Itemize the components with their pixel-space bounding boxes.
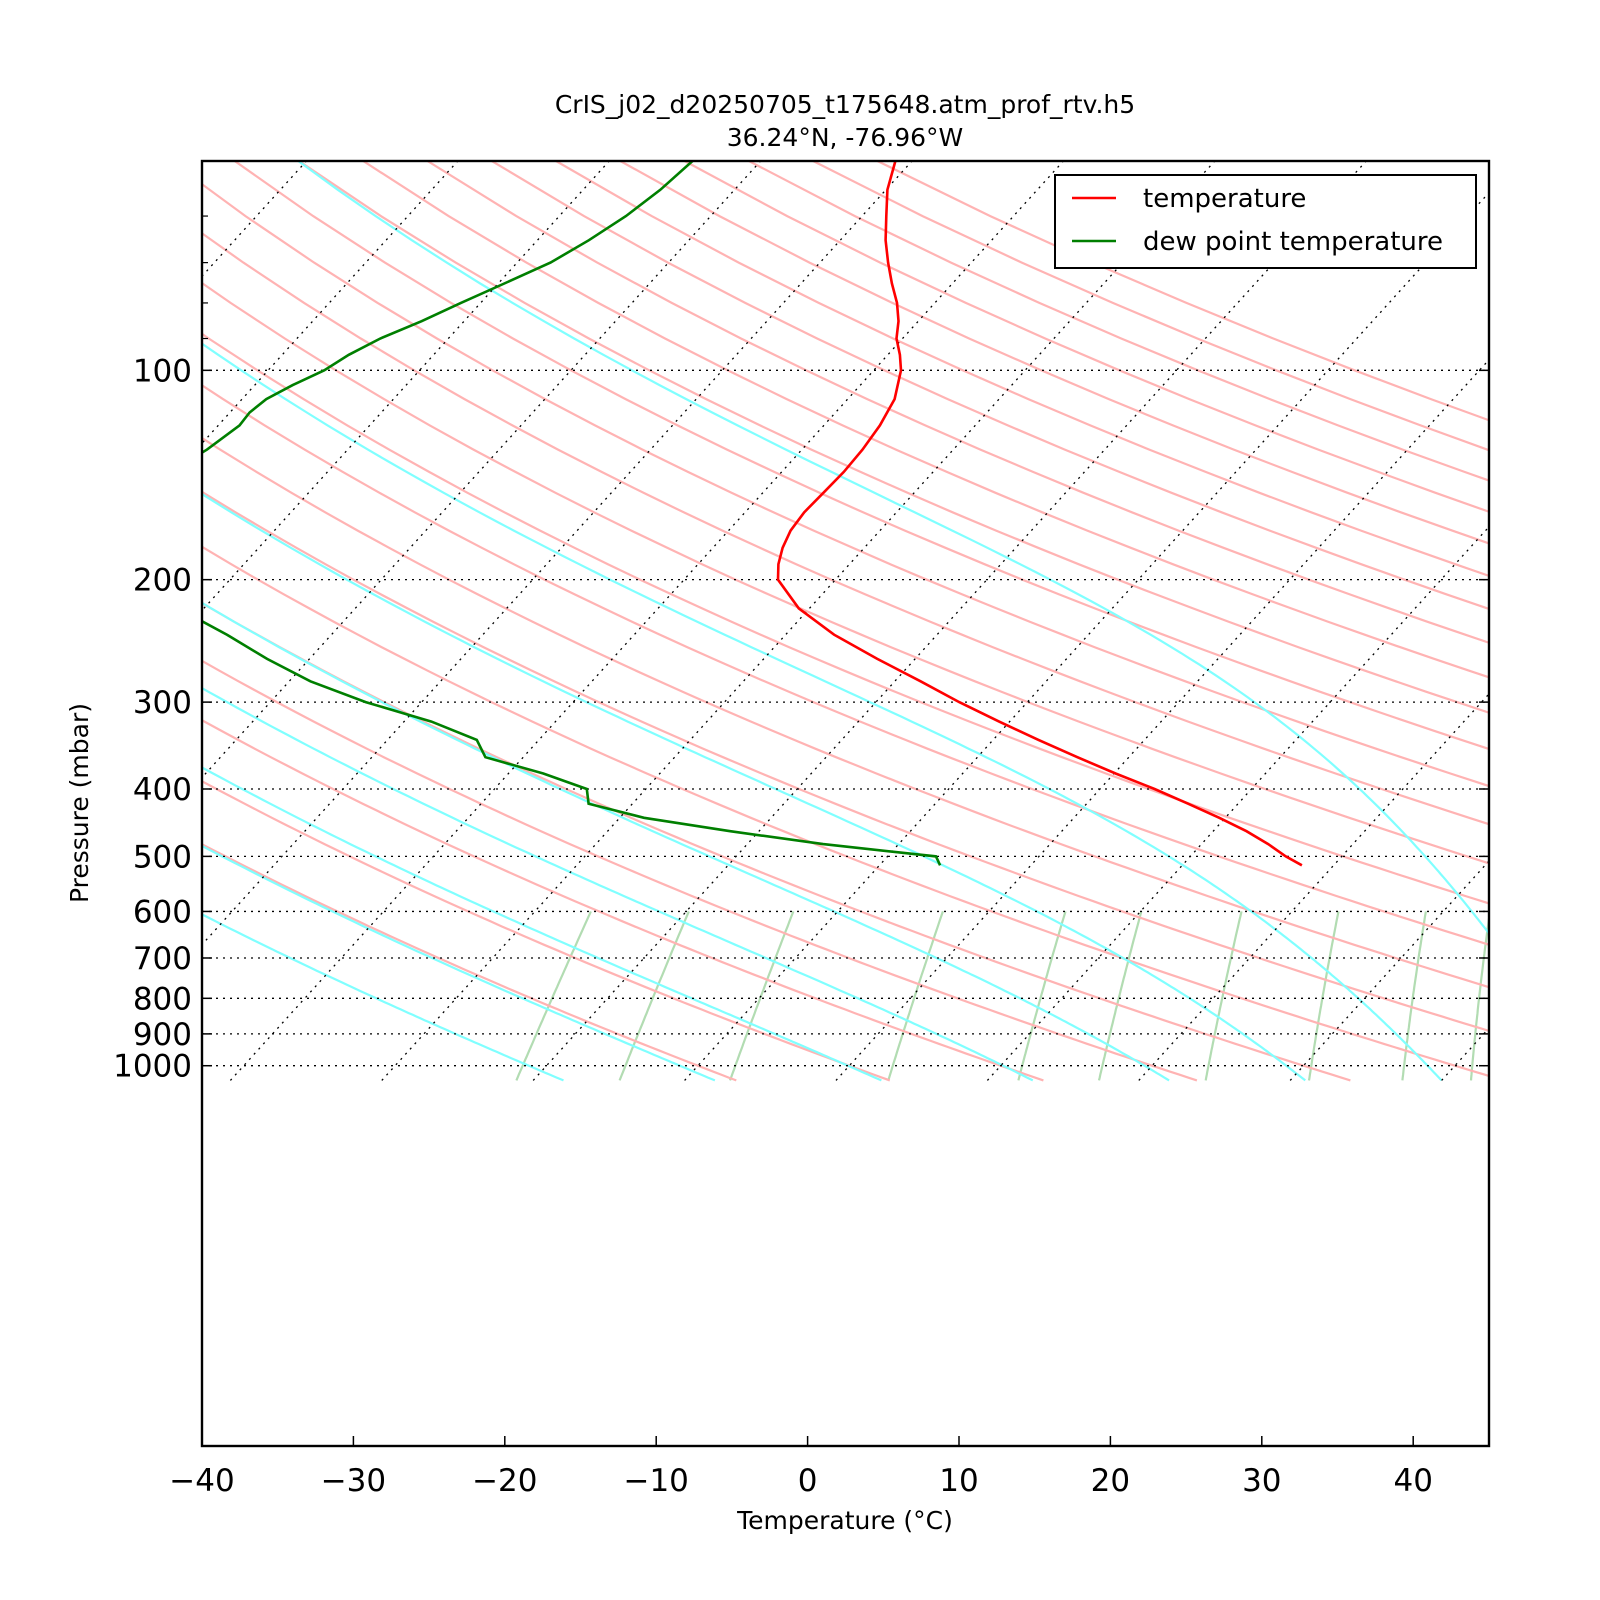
mixing-ratio-line bbox=[1204, 911, 1243, 1081]
legend: temperature dew point temperature bbox=[1054, 174, 1477, 269]
y-tick-label: 800 bbox=[133, 981, 192, 1017]
moist-adiabat-line bbox=[297, 161, 1489, 936]
dry-adiabat-line bbox=[202, 843, 737, 1082]
moist-adiabat-line bbox=[202, 686, 1034, 1082]
dry-adiabat-line bbox=[202, 718, 1044, 1082]
dry-adiabat-line bbox=[202, 281, 1489, 865]
dry-adiabat-line bbox=[202, 332, 1489, 905]
background-lines bbox=[202, 161, 1489, 1082]
mixing-ratio-line bbox=[618, 910, 690, 1081]
dry-adiabat-line bbox=[202, 659, 1198, 1082]
moist-adiabat-lines bbox=[202, 161, 1489, 1082]
dry-adiabat-line bbox=[202, 779, 891, 1082]
x-tick-label: 0 bbox=[798, 1463, 818, 1499]
dry-adiabat-line bbox=[362, 161, 1489, 679]
x-tick-label: 10 bbox=[939, 1463, 978, 1499]
legend-label-dewpoint: dew point temperature bbox=[1143, 227, 1443, 257]
dry-adiabat-line bbox=[202, 231, 1489, 826]
axis-ticks: −40 −30 −20 −10 0 10 20 30 40 100 200 300 400 500 600 7… bbox=[113, 160, 1489, 1499]
x-tick-label: −30 bbox=[321, 1463, 386, 1499]
y-tick-label: 100 bbox=[133, 353, 192, 389]
legend-label-temperature: temperature bbox=[1143, 184, 1306, 214]
x-tick-label: 20 bbox=[1091, 1463, 1130, 1499]
y-axis-label: Pressure (mbar) bbox=[65, 703, 94, 903]
chart-subtitle: 36.24°N, -76.96°W bbox=[727, 123, 963, 152]
x-tick-label: 40 bbox=[1393, 1463, 1432, 1499]
dry-adiabat-line bbox=[202, 545, 1489, 1078]
chart-title: CrIS_j02_d20250705_t175648.atm_prof_rtv.… bbox=[555, 90, 1135, 119]
temperature-profile-line bbox=[776, 161, 1303, 867]
mixing-ratio-line bbox=[1307, 911, 1340, 1081]
plot-frame bbox=[200, 159, 1491, 1448]
mixing-ratio-line bbox=[887, 911, 944, 1081]
y-tick-label: 600 bbox=[133, 894, 192, 930]
dry-adiabat-line bbox=[202, 384, 1489, 946]
x-tick-label: −10 bbox=[623, 1463, 688, 1499]
x-axis-label: Temperature (°C) bbox=[736, 1506, 953, 1535]
y-tick-label: 400 bbox=[133, 772, 192, 808]
x-tick-label: −40 bbox=[169, 1463, 234, 1499]
moist-adiabat-line bbox=[202, 492, 1306, 1082]
mixing-ratio-line bbox=[1469, 911, 1489, 1081]
moist-adiabat-line bbox=[202, 844, 716, 1082]
y-tick-label: 500 bbox=[133, 839, 192, 875]
y-tick-label: 700 bbox=[133, 941, 192, 977]
y-tick-label: 200 bbox=[133, 563, 192, 599]
mixing-ratio-lines bbox=[515, 910, 1489, 1081]
dry-adiabat-line bbox=[202, 182, 1489, 788]
mixing-ratio-line bbox=[728, 910, 795, 1081]
moist-adiabat-line bbox=[202, 913, 564, 1082]
isobar-lines bbox=[202, 369, 1489, 1067]
y-tick-label: 300 bbox=[133, 685, 192, 721]
dewpoint-profile-line bbox=[202, 161, 942, 866]
dry-adiabat-line bbox=[202, 436, 1489, 989]
x-tick-label: −20 bbox=[472, 1463, 537, 1499]
dry-adiabat-line bbox=[234, 161, 1489, 751]
dry-adiabat-line bbox=[202, 490, 1489, 1033]
dry-adiabat-line bbox=[426, 161, 1489, 644]
profile-series bbox=[202, 161, 1303, 867]
dry-adiabat-line bbox=[491, 161, 1489, 611]
dry-adiabat-line bbox=[298, 161, 1489, 714]
moist-adiabat-line bbox=[202, 766, 882, 1082]
legend-box bbox=[1054, 174, 1477, 269]
mixing-ratio-line bbox=[1097, 911, 1143, 1081]
y-tick-label: 1000 bbox=[113, 1049, 192, 1085]
x-tick-label: 30 bbox=[1242, 1463, 1281, 1499]
y-tick-label: 900 bbox=[133, 1017, 192, 1053]
moist-adiabat-line bbox=[202, 342, 1443, 1082]
moist-adiabat-line bbox=[202, 601, 1170, 1082]
